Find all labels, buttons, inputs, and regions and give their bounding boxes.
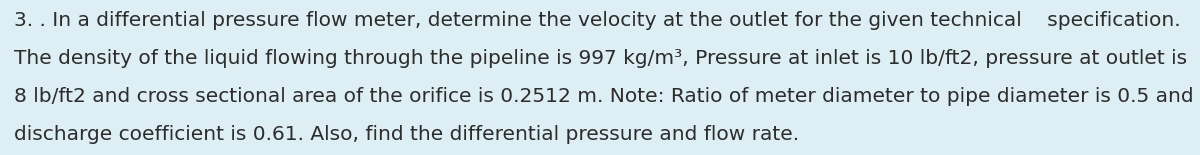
Text: 8 lb/ft2 and cross sectional area of the orifice is 0.2512 m. Note: Ratio of met: 8 lb/ft2 and cross sectional area of the… (14, 87, 1194, 106)
Text: discharge coefficient is 0.61. Also, find the differential pressure and flow rat: discharge coefficient is 0.61. Also, fin… (14, 125, 799, 144)
Text: 3. . In a differential pressure flow meter, determine the velocity at the outlet: 3. . In a differential pressure flow met… (14, 11, 1181, 30)
Text: The density of the liquid flowing through the pipeline is 997 kg/m³, Pressure at: The density of the liquid flowing throug… (14, 49, 1188, 68)
